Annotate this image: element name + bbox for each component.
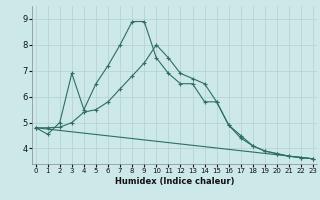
X-axis label: Humidex (Indice chaleur): Humidex (Indice chaleur) bbox=[115, 177, 234, 186]
